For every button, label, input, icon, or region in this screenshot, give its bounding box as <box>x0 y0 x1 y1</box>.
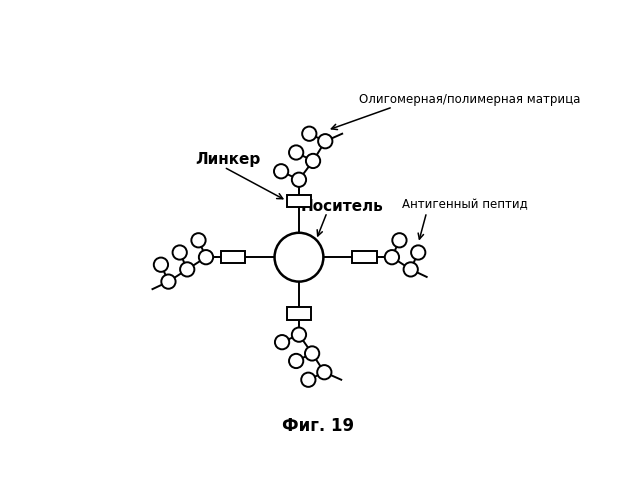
Circle shape <box>289 146 303 160</box>
Circle shape <box>161 274 175 288</box>
Circle shape <box>275 233 324 281</box>
Circle shape <box>392 233 407 248</box>
Circle shape <box>306 154 320 168</box>
Circle shape <box>305 346 319 360</box>
Circle shape <box>172 246 187 260</box>
Circle shape <box>274 164 288 178</box>
Circle shape <box>317 365 332 380</box>
Circle shape <box>192 233 206 248</box>
Circle shape <box>318 134 332 148</box>
Circle shape <box>275 335 289 349</box>
Circle shape <box>385 250 399 264</box>
Circle shape <box>292 172 306 187</box>
Text: Олигомерная/полимерная матрица: Олигомерная/полимерная матрица <box>359 93 580 106</box>
Circle shape <box>289 354 303 368</box>
Text: Антигенный пептид: Антигенный пептид <box>402 198 528 211</box>
Circle shape <box>302 126 316 141</box>
Bar <box>353 251 377 264</box>
Circle shape <box>411 246 425 260</box>
Circle shape <box>292 328 306 342</box>
Bar <box>287 194 311 207</box>
Text: Линкер: Линкер <box>196 152 261 167</box>
Bar <box>287 308 311 320</box>
Circle shape <box>180 262 194 276</box>
Circle shape <box>301 372 316 387</box>
Text: Носитель: Носитель <box>301 199 384 214</box>
Circle shape <box>404 262 418 276</box>
Circle shape <box>154 258 168 272</box>
Text: Фиг. 19: Фиг. 19 <box>281 417 354 435</box>
Circle shape <box>199 250 213 264</box>
Bar <box>221 251 246 264</box>
